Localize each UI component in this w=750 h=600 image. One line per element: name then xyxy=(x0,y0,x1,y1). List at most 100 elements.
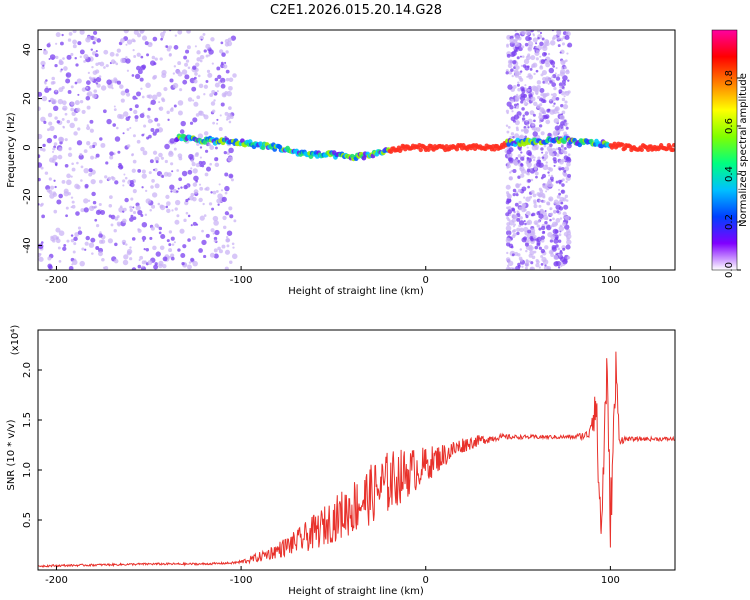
noise-dot xyxy=(559,217,563,220)
noise-dot xyxy=(216,118,219,122)
noise-dot xyxy=(38,106,41,111)
noise-dot xyxy=(76,184,81,190)
spectrogram-y-ticks: -40 -20 0 20 40 xyxy=(22,43,42,254)
noise-dot xyxy=(176,190,179,193)
noise-dot xyxy=(559,249,563,253)
noise-dot xyxy=(514,41,520,48)
noise-dot xyxy=(70,234,74,237)
noise-dot xyxy=(524,111,529,116)
noise-dot xyxy=(512,225,516,228)
noise-dot xyxy=(511,208,516,212)
noise-dot xyxy=(522,114,525,118)
noise-dot xyxy=(88,172,93,177)
noise-dot xyxy=(508,176,514,181)
noise-dot xyxy=(111,87,114,90)
noise-dot xyxy=(125,58,131,64)
noise-dot xyxy=(154,117,159,122)
noise-dot xyxy=(191,236,196,241)
noise-dot xyxy=(549,212,554,217)
noise-dot xyxy=(544,264,547,267)
noise-dot xyxy=(563,147,567,150)
noise-dot xyxy=(564,215,570,221)
noise-dot xyxy=(507,196,511,199)
noise-dot xyxy=(151,179,155,183)
noise-dot xyxy=(505,225,512,232)
noise-dot xyxy=(527,73,532,78)
noise-dot xyxy=(87,71,90,74)
noise-dot xyxy=(103,66,106,69)
y-tick-label: 2.0 xyxy=(22,362,33,378)
noise-dot xyxy=(542,231,546,234)
noise-dot xyxy=(38,162,43,168)
noise-dot xyxy=(554,72,557,75)
noise-dot xyxy=(505,212,510,217)
noise-dot xyxy=(541,37,545,41)
noise-dot xyxy=(63,66,68,71)
noise-dot xyxy=(76,107,81,113)
noise-dot xyxy=(116,48,121,53)
noise-dot xyxy=(55,227,61,233)
noise-dot xyxy=(519,55,522,58)
noise-dot xyxy=(215,189,219,193)
noise-dot xyxy=(52,147,56,151)
noise-dot xyxy=(228,77,234,83)
noise-dot xyxy=(137,69,143,75)
noise-dot xyxy=(38,177,41,182)
noise-dot xyxy=(514,97,520,102)
noise-dot xyxy=(95,82,99,85)
noise-dot xyxy=(192,260,198,267)
noise-dot xyxy=(559,114,565,121)
noise-dot xyxy=(214,82,220,88)
noise-dot xyxy=(533,72,536,76)
noise-dot xyxy=(222,225,227,230)
noise-dot xyxy=(73,236,78,242)
noise-dot xyxy=(214,77,219,82)
noise-dot xyxy=(102,266,106,270)
noise-dot xyxy=(90,178,96,185)
noise-dot xyxy=(161,97,165,101)
noise-dot xyxy=(213,220,219,226)
noise-dot xyxy=(554,107,559,112)
noise-dot xyxy=(59,141,63,145)
noise-dot xyxy=(514,73,520,78)
noise-dot xyxy=(214,229,220,236)
noise-dot xyxy=(546,187,550,191)
noise-dot xyxy=(60,138,63,141)
noise-dot xyxy=(537,156,541,160)
noise-dot xyxy=(534,171,539,176)
noise-dot xyxy=(544,151,549,155)
signal-dot xyxy=(670,147,675,153)
noise-dot xyxy=(514,38,518,42)
noise-dot xyxy=(199,54,205,60)
noise-dot xyxy=(516,83,520,87)
noise-dot xyxy=(141,173,147,179)
noise-dot xyxy=(66,239,70,243)
noise-dot xyxy=(185,59,190,63)
noise-dot xyxy=(216,90,219,93)
noise-dot xyxy=(555,66,558,70)
noise-dot xyxy=(77,41,82,46)
noise-dot xyxy=(513,103,517,107)
noise-dot xyxy=(156,91,162,97)
noise-dot xyxy=(208,202,213,206)
noise-dot xyxy=(224,249,231,255)
noise-dot xyxy=(164,143,170,150)
noise-dot xyxy=(557,147,562,151)
noise-dot xyxy=(224,191,228,195)
noise-dot xyxy=(213,236,218,241)
noise-dot xyxy=(68,147,72,151)
noise-dot xyxy=(198,160,203,165)
noise-dot xyxy=(172,82,179,89)
noise-dot xyxy=(548,174,551,177)
x-tick-label: -200 xyxy=(45,275,68,286)
noise-dot xyxy=(151,192,158,198)
noise-dot xyxy=(139,30,145,34)
noise-dot xyxy=(141,35,148,41)
noise-dot xyxy=(538,204,542,208)
noise-dot xyxy=(171,243,175,246)
noise-dot xyxy=(79,153,83,156)
noise-dot xyxy=(145,82,151,89)
noise-dot xyxy=(182,79,188,85)
noise-dot xyxy=(563,150,568,155)
noise-dot xyxy=(224,266,229,270)
